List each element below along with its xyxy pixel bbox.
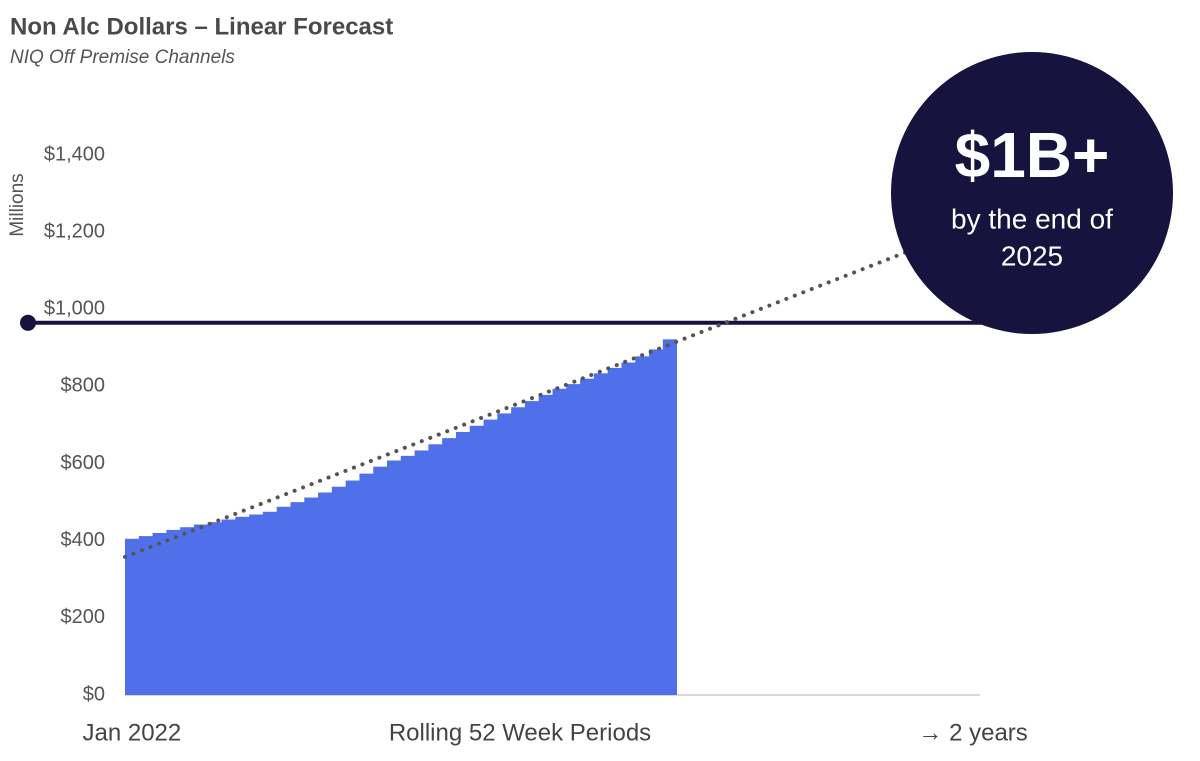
bar	[387, 460, 402, 695]
bar	[593, 373, 609, 695]
bar	[483, 419, 498, 695]
bar	[511, 407, 526, 695]
x-tick-label: → 2 years	[918, 719, 1027, 746]
y-tick-label: $200	[61, 606, 106, 628]
bar	[166, 529, 181, 695]
y-tick-label: $800	[61, 375, 106, 397]
bar	[331, 486, 347, 695]
annotation-circle	[891, 52, 1173, 334]
chart-subtitle: NIQ Off Premise Channels	[10, 47, 235, 68]
y-tick-label: $1,000	[44, 298, 105, 320]
annotation-headline: $1B+	[955, 119, 1110, 191]
bar	[152, 533, 167, 695]
bar	[207, 522, 222, 695]
reference-line-dot	[20, 314, 36, 331]
chart-title: Non Alc Dollars – Linear Forecast	[10, 13, 393, 40]
bar	[125, 538, 140, 695]
x-tick-label: Jan 2022	[83, 719, 182, 746]
bar	[276, 506, 291, 695]
bar	[180, 527, 195, 695]
y-tick-label: $1,400	[44, 143, 105, 165]
bar	[635, 356, 650, 695]
y-tick-label: $1,200	[44, 220, 105, 242]
bar	[538, 394, 553, 695]
bar	[138, 536, 153, 695]
x-axis-title: Rolling 52 Week Periods	[389, 719, 651, 746]
bar	[290, 502, 305, 695]
bar	[455, 431, 471, 695]
bar	[469, 425, 484, 695]
bar	[318, 492, 333, 695]
bar	[524, 401, 540, 695]
bar	[221, 519, 236, 695]
y-tick-label: $400	[61, 529, 106, 551]
annotation-text: 2025	[1001, 240, 1063, 271]
bar	[304, 497, 319, 695]
bar	[580, 378, 595, 695]
bar	[607, 367, 622, 695]
bar	[400, 455, 415, 695]
bar	[497, 413, 512, 695]
bar	[442, 438, 457, 695]
bar	[566, 384, 581, 695]
bar	[621, 362, 636, 695]
bar	[414, 450, 429, 695]
bar	[193, 524, 209, 695]
bar	[249, 514, 264, 695]
bar	[649, 349, 664, 695]
y-tick-label: $0	[83, 683, 105, 705]
bar	[552, 388, 567, 695]
bar	[373, 466, 388, 695]
y-axis-title: Millions	[7, 173, 28, 236]
bar	[428, 444, 443, 695]
y-tick-label: $600	[61, 452, 106, 474]
bar	[345, 480, 360, 695]
annotation-text: by the end of	[951, 203, 1113, 234]
bar	[359, 473, 374, 695]
trend-line	[123, 245, 920, 559]
bar	[662, 339, 678, 695]
bar	[235, 516, 250, 695]
bar	[262, 511, 278, 695]
